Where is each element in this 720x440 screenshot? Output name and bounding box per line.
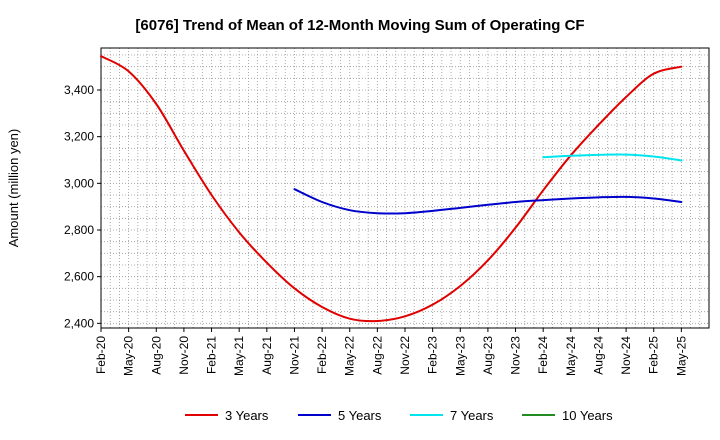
y-tick-label: 3,400	[64, 83, 94, 97]
series-line-5-years	[293, 188, 683, 215]
x-tick-label: Feb-23	[426, 336, 440, 374]
legend-label-7-years: 7 Years	[450, 408, 494, 423]
x-tick-label: May-25	[674, 336, 688, 376]
x-tick-label: Aug-23	[481, 336, 495, 375]
x-tick-label: Feb-25	[647, 336, 661, 374]
x-tick-label: Nov-22	[398, 336, 412, 375]
grid-layer	[101, 48, 709, 328]
x-tick-label: Nov-21	[287, 336, 301, 375]
x-tick-label: Nov-20	[177, 336, 191, 375]
series-line-3-years	[100, 55, 683, 323]
legend: 3 Years 5 Years 7 Years 10 Years	[185, 408, 613, 423]
x-tick-label: Feb-22	[315, 336, 329, 374]
y-axis: 2,400 2,600 2,800 3,000 3,200 3,400	[64, 83, 101, 330]
y-tick-label: 3,000	[64, 176, 94, 190]
y-tick-label: 2,600	[64, 270, 94, 284]
x-tick-label: Aug-20	[149, 336, 163, 375]
series-line-7-years	[542, 153, 683, 162]
legend-label-3-years: 3 Years	[225, 408, 269, 423]
x-tick-label: May-21	[232, 336, 246, 376]
legend-label-5-years: 5 Years	[338, 408, 382, 423]
x-tick-label: May-22	[343, 336, 357, 376]
x-tick-label: May-23	[453, 336, 467, 376]
x-tick-label: Feb-21	[205, 336, 219, 374]
legend-label-10-years: 10 Years	[562, 408, 613, 423]
x-tick-label: Aug-24	[591, 336, 605, 375]
chart-title: [6076] Trend of Mean of 12-Month Moving …	[135, 17, 584, 34]
y-tick-label: 2,800	[64, 223, 94, 237]
x-tick-label: Nov-23	[509, 336, 523, 375]
x-tick-label: Aug-22	[370, 336, 384, 375]
x-tick-label: Feb-24	[536, 336, 550, 374]
y-axis-label: Amount (million yen)	[6, 129, 21, 248]
x-tick-label: May-20	[122, 336, 136, 376]
x-tick-label: Feb-20	[94, 336, 108, 374]
y-tick-label: 2,400	[64, 316, 94, 330]
x-tick-label: Nov-24	[619, 336, 633, 375]
x-tick-label: Aug-21	[260, 336, 274, 375]
series-layer	[100, 55, 683, 323]
y-tick-label: 3,200	[64, 130, 94, 144]
x-axis: Feb-20 May-20 Aug-20 Nov-20 Feb-21 May-21 Aug-…	[94, 328, 688, 376]
x-tick-label: May-24	[564, 336, 578, 376]
